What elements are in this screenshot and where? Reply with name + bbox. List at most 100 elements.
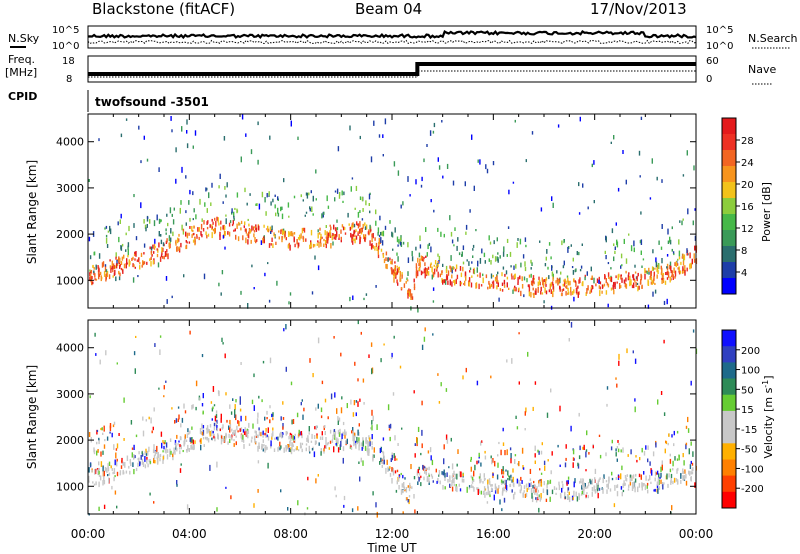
heatmap-cell	[218, 185, 220, 189]
heatmap-cell	[661, 269, 663, 272]
heatmap-cell	[578, 455, 581, 460]
heatmap-cell	[96, 450, 98, 456]
heatmap-cell	[420, 482, 422, 487]
heatmap-cell	[537, 287, 539, 293]
heatmap-cell	[288, 444, 290, 448]
heatmap-cell	[579, 269, 582, 272]
heatmap-cell	[165, 447, 167, 454]
heatmap-cell	[647, 489, 649, 494]
heatmap-cell	[524, 493, 527, 498]
heatmap-cell	[328, 447, 330, 450]
heatmap-cell	[159, 256, 162, 262]
heatmap-cell	[645, 445, 647, 450]
heatmap-cell	[267, 228, 270, 233]
heatmap-cell	[504, 450, 506, 456]
heatmap-cell	[114, 459, 116, 466]
heatmap-cell	[195, 214, 197, 220]
heatmap-cell	[634, 398, 636, 402]
heatmap-cell	[641, 447, 643, 453]
heatmap-cell	[381, 457, 383, 461]
heatmap-cell	[660, 466, 662, 473]
heatmap-cell	[193, 208, 195, 213]
freq-tick-bottom: 8	[66, 74, 72, 85]
heatmap-cell	[151, 430, 153, 434]
heatmap-cell	[624, 475, 627, 479]
heatmap-cell	[243, 225, 245, 228]
heatmap-cell	[302, 227, 305, 231]
heatmap-cell	[149, 246, 151, 250]
heatmap-cell	[502, 475, 504, 478]
heatmap-cell	[289, 449, 291, 452]
heatmap-cell	[327, 205, 330, 209]
heatmap-cell	[614, 246, 616, 250]
heatmap-cell	[573, 289, 575, 294]
heatmap-cell	[573, 279, 575, 282]
heatmap-cell	[405, 487, 408, 493]
heatmap-cell	[462, 375, 464, 380]
heatmap-cell	[408, 499, 410, 505]
heatmap-cell	[285, 446, 287, 452]
heatmap-cell	[570, 291, 572, 296]
heatmap-cell	[344, 232, 347, 235]
heatmap-cell	[421, 344, 424, 350]
heatmap-cell	[257, 434, 259, 438]
heatmap-cell	[485, 274, 488, 279]
heatmap-cell	[629, 281, 631, 287]
heatmap-cell	[152, 426, 154, 431]
heatmap-cell	[215, 220, 217, 227]
heatmap-cell	[607, 303, 609, 308]
heatmap-cell	[330, 226, 332, 231]
heatmap-cell	[672, 468, 674, 471]
heatmap-cell	[354, 440, 357, 445]
heatmap-cell	[530, 280, 533, 286]
heatmap-cell	[172, 454, 174, 461]
heatmap-cell	[233, 229, 235, 232]
heatmap-cell	[298, 242, 300, 247]
heatmap-cell	[453, 470, 455, 476]
heatmap-cell	[413, 390, 415, 394]
heatmap-cell	[179, 450, 181, 455]
heatmap-cell	[234, 404, 236, 410]
heatmap-cell	[264, 446, 266, 453]
heatmap-cell	[329, 224, 331, 227]
heatmap-cell	[471, 134, 473, 140]
heatmap-cell	[305, 447, 307, 452]
heatmap-cell	[143, 135, 145, 140]
heatmap-cell	[543, 282, 545, 286]
heatmap-cell	[458, 471, 461, 477]
heatmap-cell	[505, 485, 508, 491]
heatmap-cell	[676, 479, 679, 485]
heatmap-cell	[131, 447, 134, 450]
heatmap-cell	[266, 410, 268, 415]
heatmap-cell	[433, 122, 436, 128]
heatmap-cell	[649, 276, 651, 280]
heatmap-cell	[562, 483, 564, 489]
heatmap-cell	[507, 226, 510, 229]
heatmap-cell	[166, 449, 169, 453]
heatmap-cell	[181, 417, 184, 423]
heatmap-cell	[415, 246, 417, 251]
heatmap-cell	[544, 465, 546, 471]
heatmap-cell	[235, 441, 237, 446]
heatmap-cell	[392, 248, 394, 251]
heatmap-cell	[231, 211, 233, 215]
heatmap-cell	[307, 435, 309, 441]
beam-label: Beam 04	[355, 0, 422, 18]
heatmap-cell	[450, 437, 452, 442]
heatmap-cell	[427, 271, 430, 276]
heatmap-cell	[627, 454, 629, 457]
heatmap-cell	[270, 440, 272, 447]
heatmap-cell	[394, 470, 397, 474]
heatmap-cell	[413, 476, 416, 480]
heatmap-cell	[682, 174, 685, 177]
heatmap-cell	[486, 491, 488, 496]
heatmap-cell	[300, 233, 302, 239]
heatmap-cell	[660, 472, 662, 478]
heatmap-cell	[252, 423, 254, 429]
heatmap-cell	[585, 451, 587, 458]
heatmap-cell	[502, 487, 504, 492]
heatmap-cell	[455, 264, 458, 270]
heatmap-cell	[663, 482, 665, 485]
colorbar-tick-label: 100	[741, 366, 760, 377]
heatmap-cell	[565, 291, 567, 296]
